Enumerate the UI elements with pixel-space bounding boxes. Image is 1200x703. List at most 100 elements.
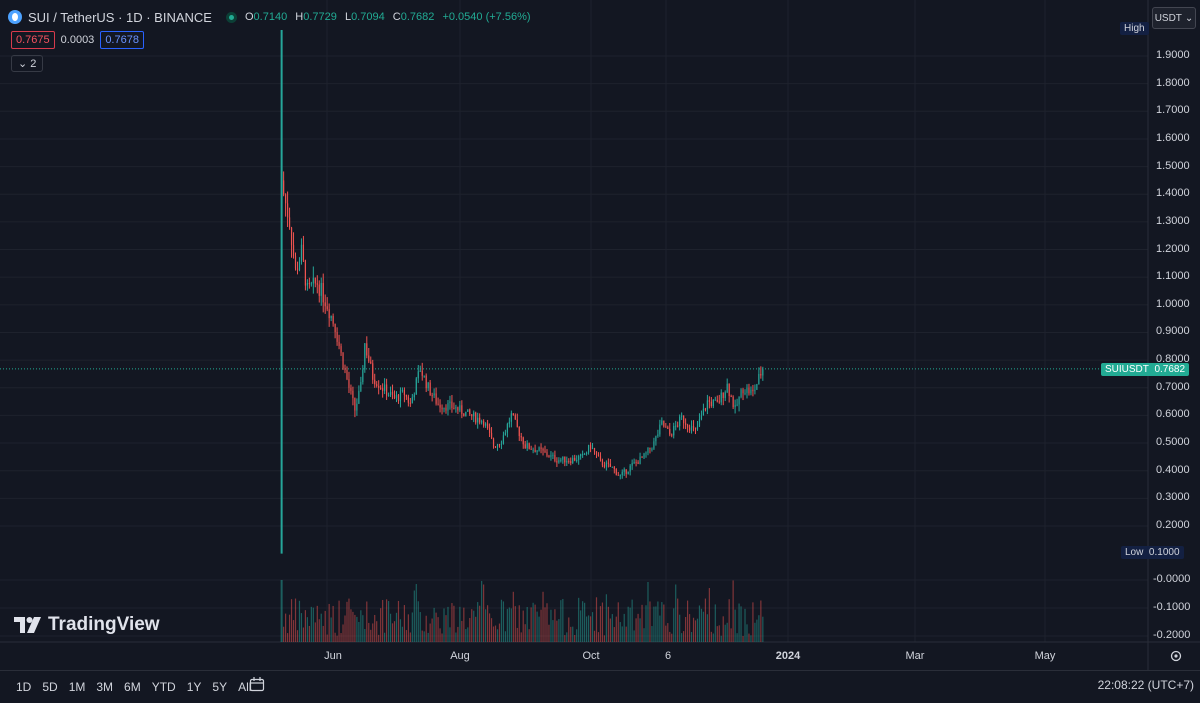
ohlc-low-key: L — [344, 11, 352, 23]
candle-body — [560, 459, 562, 461]
candle-body — [530, 448, 532, 450]
candle-body — [732, 396, 734, 408]
indicators-toggle[interactable]: ⌄ 2 — [11, 55, 44, 72]
candle-body — [748, 387, 750, 394]
candle-body — [677, 425, 679, 427]
volume-bar — [488, 613, 491, 642]
volume-bar — [572, 626, 574, 642]
candle-body — [300, 244, 303, 262]
candle-body — [536, 450, 538, 453]
candle-body — [661, 420, 663, 425]
candle-body — [726, 383, 728, 393]
candle-body — [538, 447, 540, 451]
symbol-title[interactable]: SUI / TetherUS · 1D · BINANCE — [28, 9, 212, 25]
volume-bar — [762, 616, 764, 642]
candle-body — [615, 469, 617, 475]
candle-body — [506, 423, 508, 433]
clock[interactable]: 22:08:22 (UTC+7) — [1097, 678, 1194, 692]
volume-bar — [459, 606, 461, 642]
tf-1m-button[interactable]: 1M — [68, 680, 86, 694]
volume-bar — [292, 620, 295, 642]
candle-body — [413, 394, 415, 398]
volume-bar — [570, 626, 572, 642]
ohlc-low-value: 0.7094 — [351, 11, 385, 23]
volume-bar — [342, 624, 344, 642]
sui-logo-icon — [8, 10, 22, 24]
volume-bar — [706, 614, 708, 642]
tf-5d-button[interactable]: 5D — [42, 680, 58, 694]
candle-body — [437, 403, 439, 405]
volume-bar — [643, 628, 645, 642]
candle-body — [479, 417, 481, 423]
high-label: High — [1124, 23, 1145, 34]
candle-body — [338, 341, 340, 347]
candle-body — [342, 352, 344, 369]
volume-bar — [524, 624, 526, 642]
volume-bar — [607, 606, 609, 642]
currency-dropdown[interactable]: USDT ⌄ — [1152, 7, 1196, 29]
symbol-header[interactable]: SUI / TetherUS · 1D · BINANCE O0.7140 H0… — [8, 8, 536, 26]
candle-body — [673, 425, 675, 436]
candle-body — [556, 460, 558, 463]
volume-bar — [486, 605, 489, 642]
volume-bar — [544, 607, 546, 642]
volume-bar — [587, 615, 590, 642]
tf-5y-button[interactable]: 5Y — [212, 680, 228, 694]
candle-body — [756, 384, 758, 390]
volume-bar — [649, 601, 651, 642]
tf-1d-button[interactable]: 1D — [16, 680, 32, 694]
candle-body — [752, 389, 754, 392]
candle-body — [518, 426, 520, 437]
volume-bar — [726, 622, 728, 642]
tradingview-logo[interactable]: TradingView — [14, 614, 160, 636]
tf-3m-button[interactable]: 3M — [96, 680, 114, 694]
time-tick-label: Aug — [450, 650, 470, 662]
volume-bar — [435, 612, 437, 642]
candle-body — [360, 382, 362, 391]
volume-bar — [481, 580, 483, 642]
date-range-icon[interactable] — [249, 676, 265, 692]
price-tick-label: 1.4000 — [1156, 187, 1190, 200]
tf-all-button[interactable]: All — [238, 680, 252, 694]
candle-body — [384, 384, 386, 391]
volume-bar — [512, 591, 514, 642]
sell-button[interactable]: 0.7675 — [11, 31, 55, 49]
gear-icon[interactable] — [1169, 649, 1183, 663]
volume-bar — [332, 605, 334, 642]
volume-bar — [288, 614, 291, 642]
volume-bar — [720, 635, 722, 642]
candle-body — [386, 384, 388, 396]
candle-body — [486, 423, 489, 429]
candle-body — [389, 391, 392, 395]
volume-bar — [455, 632, 457, 642]
volume-bar — [344, 615, 346, 642]
volume-bar — [290, 599, 293, 642]
candle-body — [350, 387, 352, 391]
volume-bar — [419, 612, 421, 642]
candle-body — [304, 260, 306, 286]
volume-bar — [746, 624, 748, 642]
price-tick-label: 0.7000 — [1156, 380, 1190, 393]
volume-bar — [516, 627, 518, 642]
volume-bar — [760, 600, 762, 642]
volume-bar — [475, 616, 477, 642]
volume-bar — [427, 632, 429, 642]
candle-body — [609, 463, 611, 467]
candle-body — [483, 421, 485, 426]
volume-bar — [447, 606, 449, 642]
volume-bar — [457, 626, 459, 642]
tf-6m-button[interactable]: 6M — [124, 680, 141, 694]
candle-body — [696, 426, 699, 430]
candle-body — [330, 315, 332, 319]
price-tick-label: 0.8000 — [1156, 353, 1190, 366]
candle-body — [431, 395, 433, 397]
buy-button[interactable]: 0.7678 — [100, 31, 144, 49]
tf-1y-button[interactable]: 1Y — [186, 680, 202, 694]
volume-bar — [631, 599, 633, 642]
price-tick-label: 0.5000 — [1156, 436, 1190, 449]
candle-body — [532, 449, 534, 451]
candle-body — [760, 373, 762, 376]
volume-bar — [405, 630, 407, 642]
tf-ytd-button[interactable]: YTD — [151, 680, 176, 694]
